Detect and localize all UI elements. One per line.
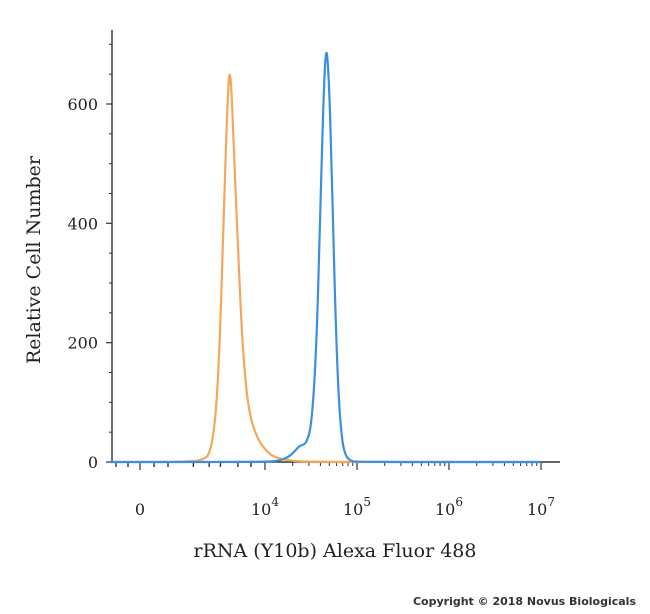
x-axis-label: rRNA (Y10b) Alexa Fluor 488 <box>194 540 477 562</box>
x-tick-label: 107 <box>527 495 555 519</box>
series-line-2 <box>110 51 541 464</box>
y-tick-label: 0 <box>88 453 98 472</box>
x-tick-label: 105 <box>343 495 371 519</box>
x-tick-label: 106 <box>435 495 463 519</box>
y-tick-label: 200 <box>67 334 98 353</box>
copyright-notice: Copyright © 2018 Novus Biologicals <box>412 595 636 608</box>
y-axis-label: Relative Cell Number <box>23 155 45 364</box>
series-line-1 <box>110 73 541 464</box>
x-tick-label: 104 <box>251 495 279 519</box>
y-tick-label: 400 <box>67 214 98 233</box>
chart-ticks: 0 200 400 600 0 104 105 106 107 <box>67 43 555 519</box>
x-tick-label: 0 <box>135 500 145 519</box>
y-tick-label: 600 <box>67 95 98 114</box>
chart-axes <box>111 30 560 463</box>
chart-series <box>110 51 541 464</box>
